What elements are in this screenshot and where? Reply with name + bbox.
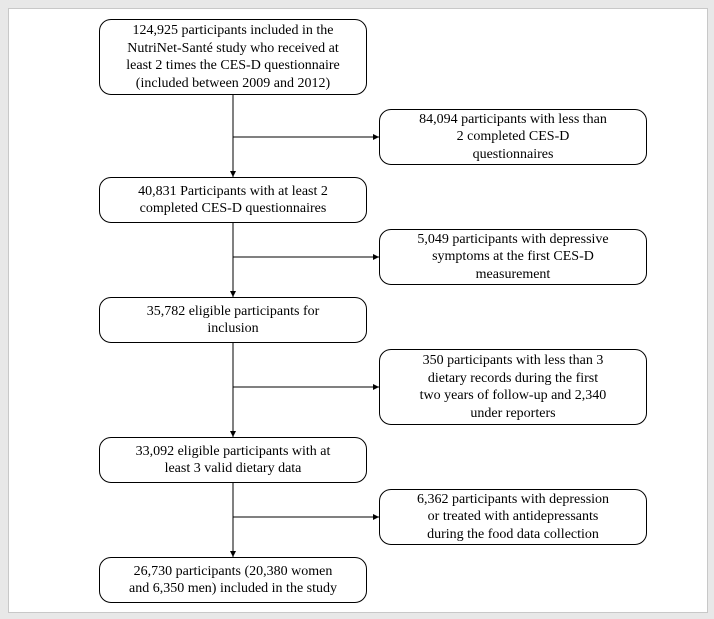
node-final-26730: 26,730 participants (20,380 women and 6,…	[99, 557, 367, 603]
node-text: 40,831 Participants with at least 2 comp…	[138, 183, 328, 218]
node-excl-depression-antidep: 6,362 participants with depression or tr…	[379, 489, 647, 545]
node-text: 33,092 eligible participants with at lea…	[136, 443, 331, 478]
flowchart-canvas: 124,925 participants included in the Nut…	[8, 8, 708, 613]
node-text: 35,782 eligible participants for inclusi…	[147, 303, 320, 338]
node-text: 350 participants with less than 3 dietar…	[420, 352, 607, 422]
node-33092-eligible: 33,092 eligible participants with at lea…	[99, 437, 367, 483]
node-text: 5,049 participants with depressive sympt…	[417, 231, 608, 284]
node-initial-cohort: 124,925 participants included in the Nut…	[99, 19, 367, 95]
node-text: 84,094 participants with less than 2 com…	[419, 111, 607, 164]
node-text: 26,730 participants (20,380 women and 6,…	[129, 563, 337, 598]
node-excl-depressive-symptoms: 5,049 participants with depressive sympt…	[379, 229, 647, 285]
node-40831-participants: 40,831 Participants with at least 2 comp…	[99, 177, 367, 223]
node-text: 124,925 participants included in the Nut…	[126, 22, 339, 92]
node-35782-eligible: 35,782 eligible participants for inclusi…	[99, 297, 367, 343]
node-text: 6,362 participants with depression or tr…	[417, 491, 609, 544]
node-excl-dietary-records: 350 participants with less than 3 dietar…	[379, 349, 647, 425]
node-excl-less-than-2-cesd: 84,094 participants with less than 2 com…	[379, 109, 647, 165]
